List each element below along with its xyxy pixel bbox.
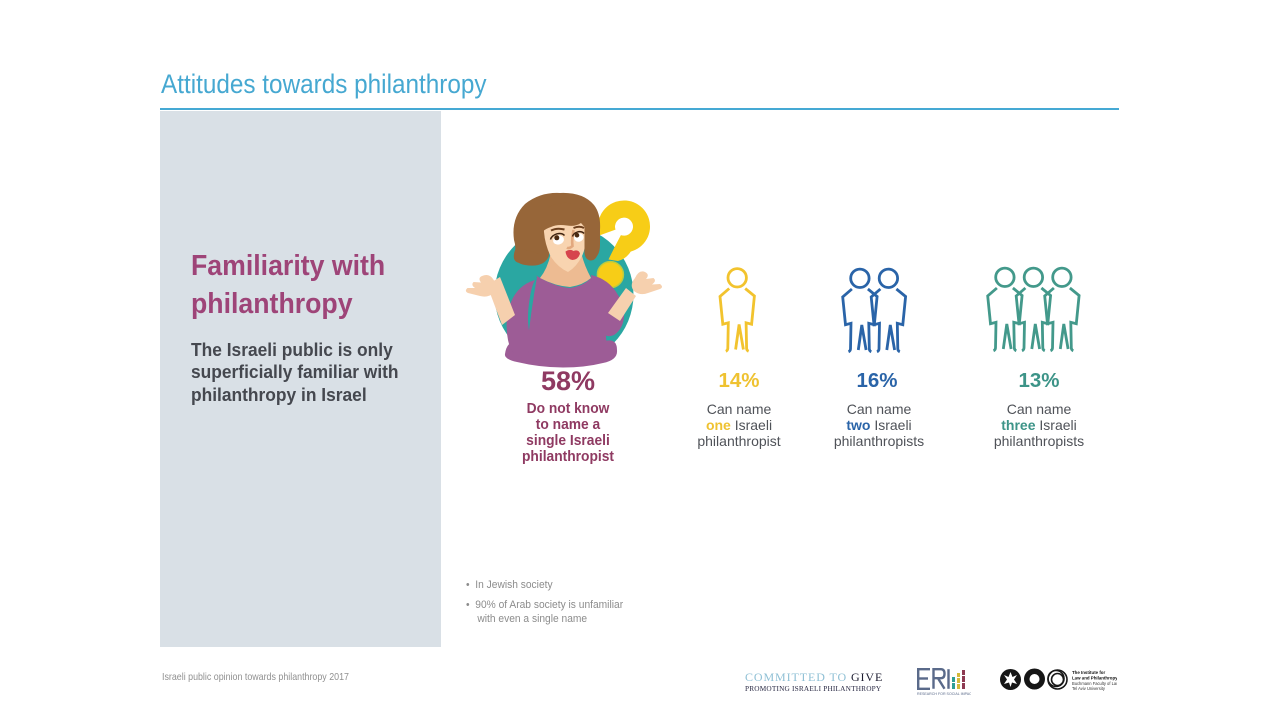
svg-text:Tel Aviv University: Tel Aviv University <box>1072 686 1106 691</box>
svg-text:The Institute for: The Institute for <box>1072 670 1105 675</box>
svg-text:Law and Philanthropy: Law and Philanthropy <box>1072 676 1117 681</box>
svg-text:Buchmann Faculty of Law: Buchmann Faculty of Law <box>1072 681 1117 686</box>
svg-text:RESEARCH FOR SOCIAL IMPACT: RESEARCH FOR SOCIAL IMPACT <box>917 692 971 696</box>
